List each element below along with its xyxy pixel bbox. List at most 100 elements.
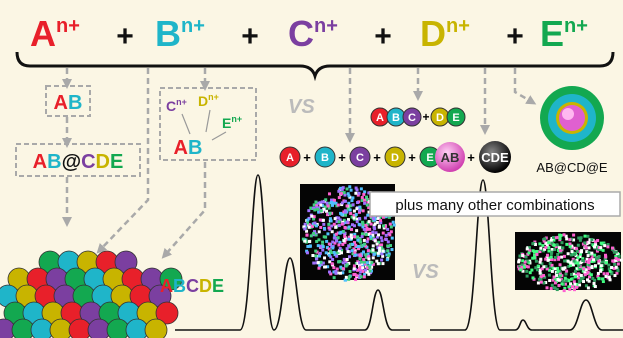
- pixel: [571, 285, 574, 288]
- pixel: [351, 249, 354, 252]
- pixel: [526, 247, 529, 250]
- pixel: [358, 206, 361, 209]
- pixel: [354, 192, 357, 195]
- pixel: [319, 204, 322, 207]
- pixel: [599, 246, 602, 249]
- pixel: [542, 265, 545, 268]
- pixel: [544, 246, 547, 249]
- pixel: [347, 238, 350, 241]
- pixel: [559, 249, 562, 252]
- pixel: [303, 240, 306, 243]
- pixel: [539, 258, 542, 261]
- pixel: [363, 243, 366, 246]
- ion-charge: n+: [56, 15, 80, 37]
- pixel: [534, 243, 537, 246]
- pixel: [310, 215, 313, 218]
- pixel: [358, 217, 361, 220]
- pixel: [568, 238, 571, 241]
- pixel: [576, 261, 579, 264]
- pixel: [587, 286, 590, 289]
- pixel: [331, 262, 334, 265]
- pixel: [573, 253, 576, 256]
- precursor-product: AB: [174, 137, 203, 159]
- pixel: [551, 264, 554, 267]
- pixel: [328, 242, 331, 245]
- pixel: [318, 230, 321, 233]
- operator: +: [241, 20, 259, 53]
- pixel: [535, 253, 538, 256]
- pixel: [569, 282, 572, 285]
- pixel: [567, 252, 570, 255]
- pixel: [606, 272, 609, 275]
- pixel: [314, 250, 317, 253]
- pixel: [389, 223, 392, 226]
- pixel: [374, 239, 377, 242]
- pixel: [348, 185, 351, 188]
- letter: A: [54, 92, 68, 114]
- pixel: [366, 261, 369, 264]
- pixel: [343, 191, 346, 194]
- pixel: [353, 210, 356, 213]
- pixel: [372, 249, 375, 252]
- pixel: [602, 249, 605, 252]
- pixel: [338, 196, 341, 199]
- pixel: [380, 259, 383, 262]
- pixel: [346, 204, 349, 207]
- pixel: [586, 278, 589, 281]
- pixel: [529, 271, 532, 274]
- pixel: [368, 220, 371, 223]
- ion: Dn+: [420, 13, 470, 54]
- pixel: [560, 234, 563, 237]
- pixel: [318, 255, 321, 258]
- pixel: [352, 217, 355, 220]
- pixel: [609, 278, 612, 281]
- pixel: [572, 234, 575, 237]
- pixel: [356, 201, 359, 204]
- particle-label: B: [392, 112, 400, 124]
- pixel: [363, 228, 366, 231]
- pixel: [366, 204, 369, 207]
- pixel: [334, 217, 337, 220]
- pixel: [583, 241, 586, 244]
- particle-label: D: [391, 152, 399, 164]
- pixel: [363, 202, 366, 205]
- pixel: [611, 259, 614, 262]
- pixel: [306, 218, 309, 221]
- pixel: [339, 266, 342, 269]
- pixel: [367, 237, 370, 240]
- pixel: [322, 223, 325, 226]
- pixel: [381, 239, 384, 242]
- pixel: [582, 280, 585, 283]
- pixel: [587, 271, 590, 274]
- ion-charge: n+: [208, 92, 219, 102]
- pixel: [590, 238, 593, 241]
- operator: +: [506, 20, 524, 53]
- pixel: [382, 250, 385, 253]
- pixel: [365, 196, 368, 199]
- pixel: [565, 273, 568, 276]
- pixel: [360, 187, 363, 190]
- pixel: [578, 280, 581, 283]
- pixel: [354, 244, 357, 247]
- pixel: [329, 212, 332, 215]
- pixel: [574, 270, 577, 273]
- pixel: [567, 260, 570, 263]
- pixel: [312, 232, 315, 235]
- ion: An+: [30, 13, 80, 54]
- pixel: [358, 209, 361, 212]
- pixel: [353, 235, 356, 238]
- pixel: [533, 256, 536, 259]
- pixel: [353, 264, 356, 267]
- pixel: [373, 227, 376, 230]
- pixel: [603, 244, 606, 247]
- pixel: [608, 276, 611, 279]
- pixel: [315, 240, 318, 243]
- pixel: [573, 280, 576, 283]
- precursor-ion: Dn+: [198, 92, 219, 109]
- pixel: [355, 213, 358, 216]
- particle-label: E: [426, 152, 433, 164]
- pixel: [563, 260, 566, 263]
- pixel: [317, 261, 320, 264]
- pixel: [348, 275, 351, 278]
- pixel: [313, 222, 316, 225]
